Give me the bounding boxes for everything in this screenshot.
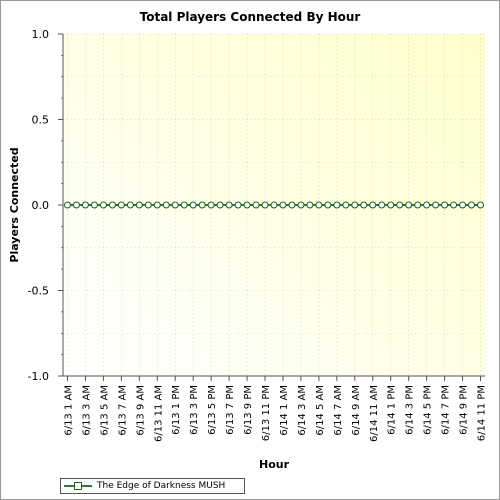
- chart-title: Total Players Connected By Hour: [140, 10, 361, 24]
- data-point: [189, 201, 197, 209]
- data-point: [144, 201, 152, 209]
- data-point: [207, 201, 215, 209]
- data-point: [387, 201, 395, 209]
- x-tick-label: 6/13 11 AM: [153, 385, 164, 442]
- data-point: [99, 201, 107, 209]
- x-axis-label: Hour: [259, 458, 290, 471]
- data-point: [117, 201, 125, 209]
- x-tick-label: 6/13 9 AM: [135, 385, 146, 436]
- data-point: [459, 201, 467, 209]
- x-tick-label: 6/13 3 PM: [189, 385, 200, 435]
- data-point: [315, 201, 323, 209]
- data-point: [198, 201, 206, 209]
- data-point: [369, 201, 377, 209]
- data-point: [180, 201, 188, 209]
- x-tick-label: 6/14 11 AM: [369, 385, 380, 442]
- data-point: [270, 201, 278, 209]
- data-point: [162, 201, 170, 209]
- data-point: [468, 201, 476, 209]
- data-point: [234, 201, 242, 209]
- axes: 1.0 0.5 0.0 -0.5 -1.0 6/13 1 AM 6/13 3 AM 6/13 …: [28, 28, 488, 442]
- data-point: [423, 201, 431, 209]
- data-point: [351, 201, 359, 209]
- data-point: [108, 201, 116, 209]
- data-point: [342, 201, 350, 209]
- y-tick-label: -1.0: [28, 370, 49, 383]
- x-tick-label: 6/14 9 AM: [351, 385, 362, 436]
- data-point: [261, 201, 269, 209]
- data-point: [252, 201, 260, 209]
- data-point: [333, 201, 341, 209]
- x-tick-label: 6/14 5 PM: [423, 385, 434, 435]
- legend-item-label: The Edge of Darkness MUSH: [97, 481, 226, 491]
- x-tick-label: 6/14 1 AM: [279, 385, 290, 436]
- data-point: [90, 201, 98, 209]
- data-point: [297, 201, 305, 209]
- data-point: [63, 201, 71, 209]
- data-point: [135, 201, 143, 209]
- grid: [63, 33, 485, 377]
- x-tick-label: 6/13 11 PM: [261, 385, 272, 441]
- y-tick-label: -0.5: [28, 285, 49, 298]
- data-point: [477, 201, 485, 209]
- data-point: [360, 201, 368, 209]
- x-tick-label: 6/14 9 PM: [459, 385, 470, 435]
- data-point: [288, 201, 296, 209]
- x-tick-label: 6/13 7 AM: [117, 385, 128, 436]
- y-tick-label: 0.0: [32, 199, 50, 212]
- data-point: [153, 201, 161, 209]
- y-tick-label: 0.5: [32, 114, 50, 127]
- x-tick-label: 6/14 5 AM: [315, 385, 326, 436]
- x-tick-label: 6/14 3 AM: [297, 385, 308, 436]
- data-point: [216, 201, 224, 209]
- data-point: [432, 201, 440, 209]
- series-layer: [63, 201, 485, 209]
- data-point: [243, 201, 251, 209]
- x-tick-label: 6/13 7 PM: [225, 385, 236, 435]
- x-tick-label: 6/14 7 AM: [333, 385, 344, 436]
- x-tick-label: 6/13 5 AM: [99, 385, 110, 436]
- x-tick-label: 6/13 1 PM: [171, 385, 182, 435]
- data-point: [450, 201, 458, 209]
- data-point: [81, 201, 89, 209]
- data-point: [225, 201, 233, 209]
- data-point: [72, 201, 80, 209]
- x-tick-label: 6/13 1 AM: [63, 385, 74, 436]
- legend: The Edge of Darkness MUSH: [60, 478, 245, 494]
- data-point: [306, 201, 314, 209]
- data-point: [378, 201, 386, 209]
- x-tick-label: 6/14 1 PM: [387, 385, 398, 435]
- data-point: [171, 201, 179, 209]
- data-point: [126, 201, 134, 209]
- y-tick-label: 1.0: [32, 28, 50, 41]
- data-point: [414, 201, 422, 209]
- x-tick-label: 6/14 3 PM: [405, 385, 416, 435]
- x-tick-label: 6/13 9 PM: [243, 385, 254, 435]
- data-point: [396, 201, 404, 209]
- x-tick-label: 6/14 11 PM: [477, 385, 488, 441]
- x-tick-label: 6/13 3 AM: [81, 385, 92, 436]
- data-point: [324, 201, 332, 209]
- data-point: [405, 201, 413, 209]
- legend-swatch-icon: [64, 480, 92, 492]
- y-axis-label: Players Connected: [8, 147, 21, 262]
- data-point: [441, 201, 449, 209]
- x-tick-label: 6/14 7 PM: [441, 385, 452, 435]
- x-tick-label: 6/13 5 PM: [207, 385, 218, 435]
- data-point: [279, 201, 287, 209]
